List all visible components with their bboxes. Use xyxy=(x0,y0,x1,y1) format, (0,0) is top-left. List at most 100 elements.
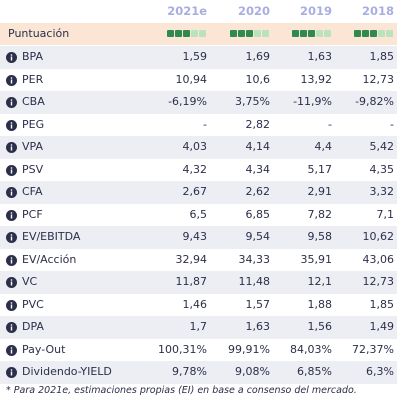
cell-value: - xyxy=(328,117,332,131)
cell-value: -9,82% xyxy=(355,95,394,108)
table-row: EV/Acción 32,94 34,33 35,91 43,06 xyxy=(0,249,397,272)
table-row: CFA 2,67 2,62 2,91 3,32 xyxy=(0,181,397,204)
cell-value: 4,35 xyxy=(369,162,395,176)
info-icon[interactable] xyxy=(6,209,17,221)
cell-value: 1,63 xyxy=(245,320,271,333)
cell-value: -11,9% xyxy=(293,95,332,108)
cell-value: 10,94 xyxy=(175,72,208,86)
table-row: CBA -6,19% 3,75% -11,9% -9,82% xyxy=(0,91,397,114)
cell-value: -6,19% xyxy=(168,95,207,108)
info-icon[interactable] xyxy=(6,74,17,86)
cell-value: 99,91% xyxy=(228,342,270,356)
cell-value: 6,3% xyxy=(366,365,394,378)
cell-value: 72,37% xyxy=(352,342,394,356)
cell-value: - xyxy=(203,117,207,131)
row-label: DPA xyxy=(22,320,44,333)
table-row: EV/EBITDA 9,43 9,54 9,58 10,62 xyxy=(0,226,397,249)
info-icon[interactable] xyxy=(6,52,17,63)
footnote: * Para 2021e, estimaciones propias (EI) … xyxy=(6,385,357,396)
score-square xyxy=(199,30,206,37)
table-row: PCF 6,5 6,85 7,82 7,1 xyxy=(0,204,397,227)
info-icon[interactable] xyxy=(6,254,17,266)
table-row: PSV 4,32 4,34 5,17 4,35 xyxy=(0,159,397,182)
cell-value: 1,88 xyxy=(307,297,333,311)
cell-value: 10,62 xyxy=(362,230,395,243)
info-icon[interactable] xyxy=(6,344,17,356)
row-label: PCF xyxy=(22,207,43,221)
info-icon[interactable] xyxy=(6,142,17,153)
cell-value: 6,85% xyxy=(297,365,332,378)
cell-value: 1,57 xyxy=(245,297,271,311)
cell-value: 1,85 xyxy=(369,50,395,63)
column-header: 2020 xyxy=(237,4,270,18)
cell-value: 5,17 xyxy=(307,162,333,176)
cell-value: 13,92 xyxy=(300,72,333,86)
score-square xyxy=(354,30,361,37)
table-row: DPA 1,7 1,63 1,56 1,49 xyxy=(0,316,397,339)
info-icon[interactable] xyxy=(6,232,17,243)
row-label: Puntuación xyxy=(8,27,70,40)
cell-value: 9,58 xyxy=(307,230,333,243)
info-icon[interactable] xyxy=(6,164,17,176)
cell-value: 4,14 xyxy=(245,140,271,153)
row-label: PVC xyxy=(22,297,44,311)
table-row: Dividendo-YIELD 9,78% 9,08% 6,85% 6,3% xyxy=(0,361,397,384)
cell-value: 4,4 xyxy=(314,140,333,153)
info-icon[interactable] xyxy=(6,119,17,131)
score-square xyxy=(246,30,253,37)
cell-value: 2,62 xyxy=(245,185,271,198)
score-square xyxy=(386,30,393,37)
cell-value: 9,08% xyxy=(235,365,270,378)
cell-value: 7,1 xyxy=(376,207,395,221)
cell-value: 6,85 xyxy=(245,207,271,221)
cell-value: 5,42 xyxy=(369,140,395,153)
row-label: CBA xyxy=(22,95,45,108)
cell-value: 34,33 xyxy=(238,252,271,266)
column-header: 2019 xyxy=(299,4,332,18)
cell-value: 84,03% xyxy=(290,342,332,356)
cell-value: 1,46 xyxy=(182,297,208,311)
cell-value: 1,63 xyxy=(307,50,333,63)
score-row: Puntuación xyxy=(0,23,397,45)
cell-value: - xyxy=(390,117,394,131)
info-icon[interactable] xyxy=(6,187,17,198)
column-header: 2021e xyxy=(167,4,207,18)
info-icon[interactable] xyxy=(6,97,17,108)
info-icon[interactable] xyxy=(6,322,17,333)
cell-value: 12,73 xyxy=(362,72,395,86)
row-label: BPA xyxy=(22,50,44,63)
table-row: VC 11,87 11,48 12,1 12,73 xyxy=(0,271,397,294)
row-label: PER xyxy=(22,72,44,86)
cell-value: 4,34 xyxy=(245,162,271,176)
cell-value: 1,49 xyxy=(369,320,395,333)
info-icon[interactable] xyxy=(6,277,17,288)
score-square xyxy=(308,30,315,37)
row-label: VC xyxy=(22,275,38,288)
cell-value: 1,56 xyxy=(307,320,333,333)
score-square xyxy=(238,30,245,37)
cell-value: 9,43 xyxy=(182,230,208,243)
info-icon[interactable] xyxy=(6,299,17,311)
row-label: CFA xyxy=(22,185,43,198)
table-row: PEG - 2,82 - - xyxy=(0,114,397,137)
cell-value: 1,69 xyxy=(245,50,271,63)
cell-value: 6,5 xyxy=(189,207,208,221)
info-icon[interactable] xyxy=(6,367,17,378)
cell-value: 7,82 xyxy=(307,207,333,221)
row-label: Dividendo-YIELD xyxy=(22,365,112,378)
score-square xyxy=(378,30,385,37)
score-square xyxy=(175,30,182,37)
score-square xyxy=(370,30,377,37)
cell-value: 9,54 xyxy=(245,230,271,243)
cell-value: 12,1 xyxy=(307,275,333,288)
row-label: EV/EBITDA xyxy=(22,230,81,243)
score-square xyxy=(183,30,190,37)
row-label: PSV xyxy=(22,162,44,176)
row-label: EV/Acción xyxy=(22,252,77,266)
cell-value: 3,75% xyxy=(235,95,270,108)
score-square xyxy=(230,30,237,37)
column-header: 2018 xyxy=(361,4,394,18)
cell-value: 1,59 xyxy=(182,50,208,63)
cell-value: 11,87 xyxy=(175,275,208,288)
table-row: Pay-Out 100,31% 99,91% 84,03% 72,37% xyxy=(0,339,397,362)
